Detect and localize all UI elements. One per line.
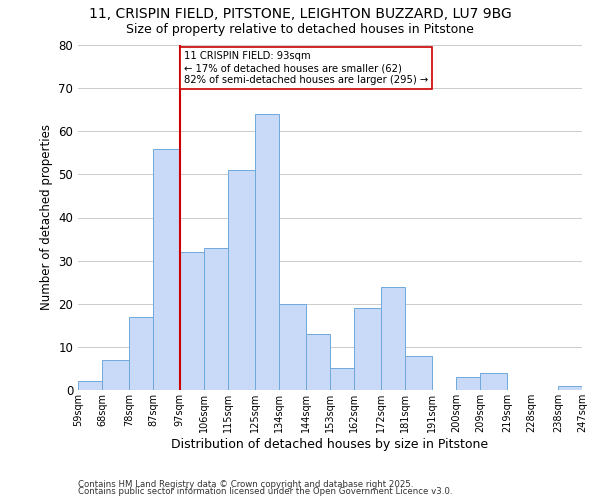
Bar [381, 286, 405, 390]
Bar [330, 368, 354, 390]
Bar [129, 316, 153, 390]
Bar [78, 382, 102, 390]
Y-axis label: Number of detached properties: Number of detached properties [40, 124, 53, 310]
Bar [279, 304, 306, 390]
Text: Contains HM Land Registry data © Crown copyright and database right 2025.: Contains HM Land Registry data © Crown c… [78, 480, 413, 489]
Bar [255, 114, 279, 390]
Bar [405, 356, 432, 390]
Bar [456, 377, 480, 390]
Bar [354, 308, 381, 390]
Bar [204, 248, 228, 390]
Text: Contains public sector information licensed under the Open Government Licence v3: Contains public sector information licen… [78, 488, 452, 496]
Bar [102, 360, 129, 390]
Text: 11 CRISPIN FIELD: 93sqm
← 17% of detached houses are smaller (62)
82% of semi-de: 11 CRISPIN FIELD: 93sqm ← 17% of detache… [184, 52, 428, 84]
X-axis label: Distribution of detached houses by size in Pitstone: Distribution of detached houses by size … [172, 438, 488, 450]
Bar [558, 386, 582, 390]
Bar [153, 148, 180, 390]
Bar [480, 373, 507, 390]
Bar [306, 334, 330, 390]
Bar [180, 252, 204, 390]
Text: Size of property relative to detached houses in Pitstone: Size of property relative to detached ho… [126, 22, 474, 36]
Text: 11, CRISPIN FIELD, PITSTONE, LEIGHTON BUZZARD, LU7 9BG: 11, CRISPIN FIELD, PITSTONE, LEIGHTON BU… [89, 8, 511, 22]
Bar [228, 170, 255, 390]
